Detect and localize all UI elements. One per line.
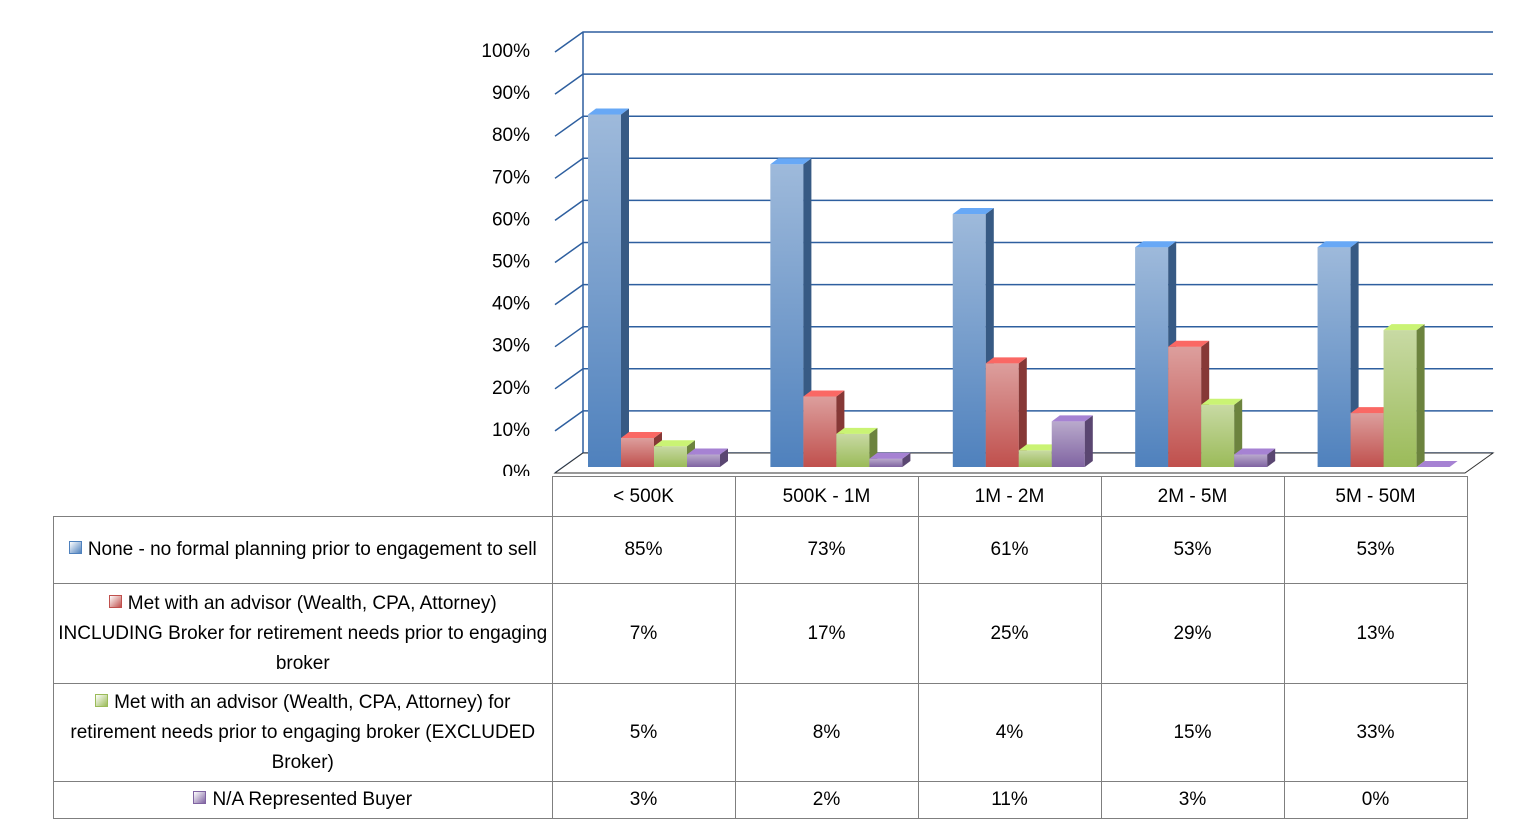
value-label: 17% <box>734 583 919 684</box>
y-tick-label: 80% <box>492 125 530 146</box>
y-tick-label: 10% <box>492 420 530 441</box>
grid-line <box>554 31 1493 53</box>
value-label: 0% <box>1283 781 1468 819</box>
value-label: 25% <box>917 583 1102 684</box>
category-label: 5M - 50M <box>1283 476 1468 517</box>
y-tick-label: 0% <box>503 462 531 476</box>
y-tick-label: 20% <box>492 378 530 399</box>
series-row: None - no formal planning prior to engag… <box>53 516 1468 584</box>
bar <box>1383 324 1425 467</box>
bar <box>869 452 911 467</box>
y-tick-label: 90% <box>492 83 530 104</box>
value-label: 15% <box>1100 683 1285 782</box>
bar <box>770 158 812 467</box>
category-label: < 500K <box>551 476 736 517</box>
bar <box>1317 241 1359 467</box>
legend-swatch <box>95 693 109 707</box>
value-label: 7% <box>551 583 736 684</box>
category-label: 500K - 1M <box>734 476 919 517</box>
bar <box>952 208 994 467</box>
legend-label: Met with an advisor (Wealth, CPA, Attorn… <box>70 691 536 773</box>
legend-label: Met with an advisor (Wealth, CPA, Attorn… <box>58 592 548 674</box>
y-tick-label: 40% <box>492 294 530 315</box>
value-label: 61% <box>917 516 1102 584</box>
legend-cell: Met with an advisor (Wealth, CPA, Attorn… <box>53 683 553 782</box>
category-label: 2M - 5M <box>1100 476 1285 517</box>
value-label: 4% <box>917 683 1102 782</box>
value-label: 29% <box>1100 583 1285 684</box>
bar <box>985 357 1027 467</box>
value-label: 53% <box>1283 516 1468 584</box>
value-label: 13% <box>1283 583 1468 684</box>
value-label: 5% <box>551 683 736 782</box>
value-label: 3% <box>551 781 736 819</box>
value-label: 2% <box>734 781 919 819</box>
series-row: Met with an advisor (Wealth, CPA, Attorn… <box>53 583 1468 684</box>
grid-line <box>554 73 1493 95</box>
bar <box>1234 448 1276 467</box>
value-label: 53% <box>1100 516 1285 584</box>
grid-line <box>554 199 1493 222</box>
y-tick-label: 30% <box>492 336 530 357</box>
legend-swatch <box>193 791 207 804</box>
y-tick-label: 50% <box>492 252 530 273</box>
bar <box>621 431 662 467</box>
value-label: 11% <box>917 781 1102 819</box>
bar <box>1201 398 1243 467</box>
legend-swatch <box>108 594 122 608</box>
bar <box>1168 340 1210 467</box>
legend-cell: N/A Represented Buyer <box>53 781 553 819</box>
legend-label: N/A Represented Buyer <box>212 789 413 810</box>
bar <box>1135 241 1177 467</box>
bar <box>1416 461 1458 467</box>
corner <box>53 476 553 517</box>
header-row: < 500K 500K - 1M 1M - 2M 2M - 5M 5M - 50M <box>53 476 1468 517</box>
legend-label: None - no formal planning prior to engag… <box>87 539 537 560</box>
value-label: 33% <box>1283 683 1468 782</box>
y-tick-label: 100% <box>481 41 530 62</box>
grid-line <box>554 157 1493 179</box>
legend-cell: None - no formal planning prior to engag… <box>53 516 553 584</box>
category-label: 1M - 2M <box>917 476 1102 517</box>
chart: 0% 10% 20% 30% 40% 50% 60% 70% 80% 90% 100% <box>481 31 1495 476</box>
series-row: N/A Represented Buyer 3% 2% 11% 3% 0% <box>53 781 1468 819</box>
bar <box>687 448 728 467</box>
value-label: 85% <box>551 516 736 584</box>
series-row: Met with an advisor (Wealth, CPA, Attorn… <box>53 683 1468 782</box>
y-tick-label: 70% <box>492 167 530 188</box>
data-table: < 500K 500K - 1M 1M - 2M 2M - 5M 5M - 50M Non… <box>53 476 1468 819</box>
value-label: 8% <box>734 683 919 782</box>
y-tick-label: 60% <box>492 209 530 230</box>
value-label: 3% <box>1100 781 1285 819</box>
grid-line <box>554 115 1493 137</box>
legend-cell: Met with an advisor (Wealth, CPA, Attorn… <box>53 583 553 684</box>
value-label: 73% <box>734 516 919 584</box>
bar <box>588 108 629 467</box>
legend-swatch <box>68 541 82 554</box>
bar <box>1051 415 1093 467</box>
